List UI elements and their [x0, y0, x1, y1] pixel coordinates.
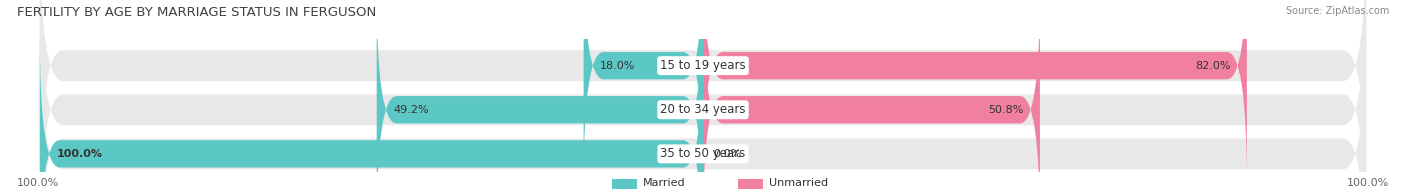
- FancyBboxPatch shape: [39, 0, 1367, 196]
- Text: 100.0%: 100.0%: [56, 149, 103, 159]
- FancyBboxPatch shape: [703, 0, 1247, 184]
- Text: 0.0%: 0.0%: [713, 149, 741, 159]
- Text: 82.0%: 82.0%: [1195, 61, 1230, 71]
- Text: Married: Married: [643, 178, 685, 188]
- FancyBboxPatch shape: [738, 179, 763, 189]
- Text: 50.8%: 50.8%: [988, 105, 1024, 115]
- Text: Unmarried: Unmarried: [769, 178, 828, 188]
- FancyBboxPatch shape: [703, 0, 1040, 196]
- Text: 18.0%: 18.0%: [600, 61, 636, 71]
- Text: 35 to 50 years: 35 to 50 years: [661, 147, 745, 160]
- FancyBboxPatch shape: [39, 15, 1367, 196]
- Text: 49.2%: 49.2%: [394, 105, 429, 115]
- Text: 100.0%: 100.0%: [17, 178, 59, 188]
- FancyBboxPatch shape: [39, 35, 703, 196]
- Text: Source: ZipAtlas.com: Source: ZipAtlas.com: [1285, 6, 1389, 16]
- FancyBboxPatch shape: [377, 0, 703, 196]
- Text: 20 to 34 years: 20 to 34 years: [661, 103, 745, 116]
- Text: FERTILITY BY AGE BY MARRIAGE STATUS IN FERGUSON: FERTILITY BY AGE BY MARRIAGE STATUS IN F…: [17, 6, 377, 19]
- FancyBboxPatch shape: [612, 179, 637, 189]
- FancyBboxPatch shape: [39, 0, 1367, 196]
- Text: 100.0%: 100.0%: [1347, 178, 1389, 188]
- FancyBboxPatch shape: [583, 0, 703, 184]
- Text: 15 to 19 years: 15 to 19 years: [661, 59, 745, 72]
